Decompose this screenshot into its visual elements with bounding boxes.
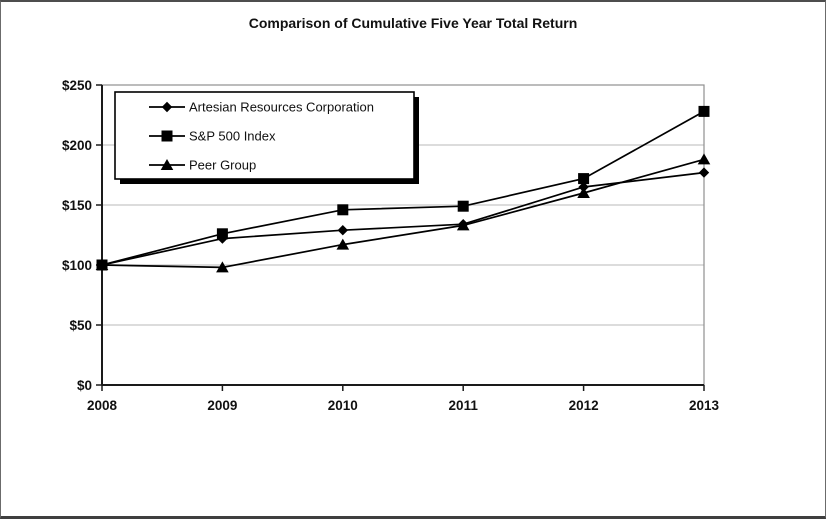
series-marker-peer-group [216, 261, 229, 273]
series-marker-artesian-resources-corporation [337, 225, 348, 236]
series-marker-peer-group [336, 238, 350, 250]
y-axis-tick-label: $200 [62, 138, 92, 153]
legend-triangle-icon [160, 159, 174, 170]
x-axis-tick-label: 2009 [207, 398, 237, 413]
series-marker-peer-group [577, 187, 590, 198]
series-marker-s-p-500-index [698, 105, 710, 117]
x-axis-tick-label: 2011 [449, 398, 479, 413]
y-axis-tick-label: $250 [62, 78, 92, 93]
x-axis-tick-label: 2010 [328, 398, 358, 413]
series-marker-s-p-500-index [337, 204, 349, 216]
legend-diamond-icon [161, 101, 173, 113]
series-line-s-p-500-index [101, 110, 705, 266]
x-axis-tick-label: 2008 [87, 398, 118, 413]
legend-label-s-p-500-index: S&P 500 Index [189, 129, 276, 144]
series-marker-peer-group [456, 219, 470, 231]
y-axis-tick-label: $50 [69, 318, 92, 333]
y-axis-tick-label: $100 [62, 258, 92, 273]
legend-label-peer-group: Peer Group [189, 158, 256, 173]
series-line-artesian-resources-corporation [101, 171, 705, 266]
legend-square-icon [161, 130, 173, 142]
series-marker-s-p-500-index [96, 259, 108, 271]
series-line-peer-group [101, 158, 705, 269]
legend-label-artesian-resources-corporation: Artesian Resources Corporation [189, 100, 374, 115]
chart-title: Comparison of Cumulative Five Year Total… [248, 15, 578, 31]
series-marker-s-p-500-index [457, 200, 469, 212]
series-marker-artesian-resources-corporation [698, 167, 710, 178]
y-axis-tick-label: $150 [62, 198, 92, 213]
series-marker-peer-group [697, 153, 711, 165]
series-marker-s-p-500-index [578, 173, 590, 185]
y-axis-tick-label: $0 [77, 378, 92, 393]
x-axis-tick-label: 2013 [689, 398, 720, 413]
series-marker-s-p-500-index [216, 228, 228, 240]
x-axis-tick-label: 2012 [569, 398, 599, 413]
